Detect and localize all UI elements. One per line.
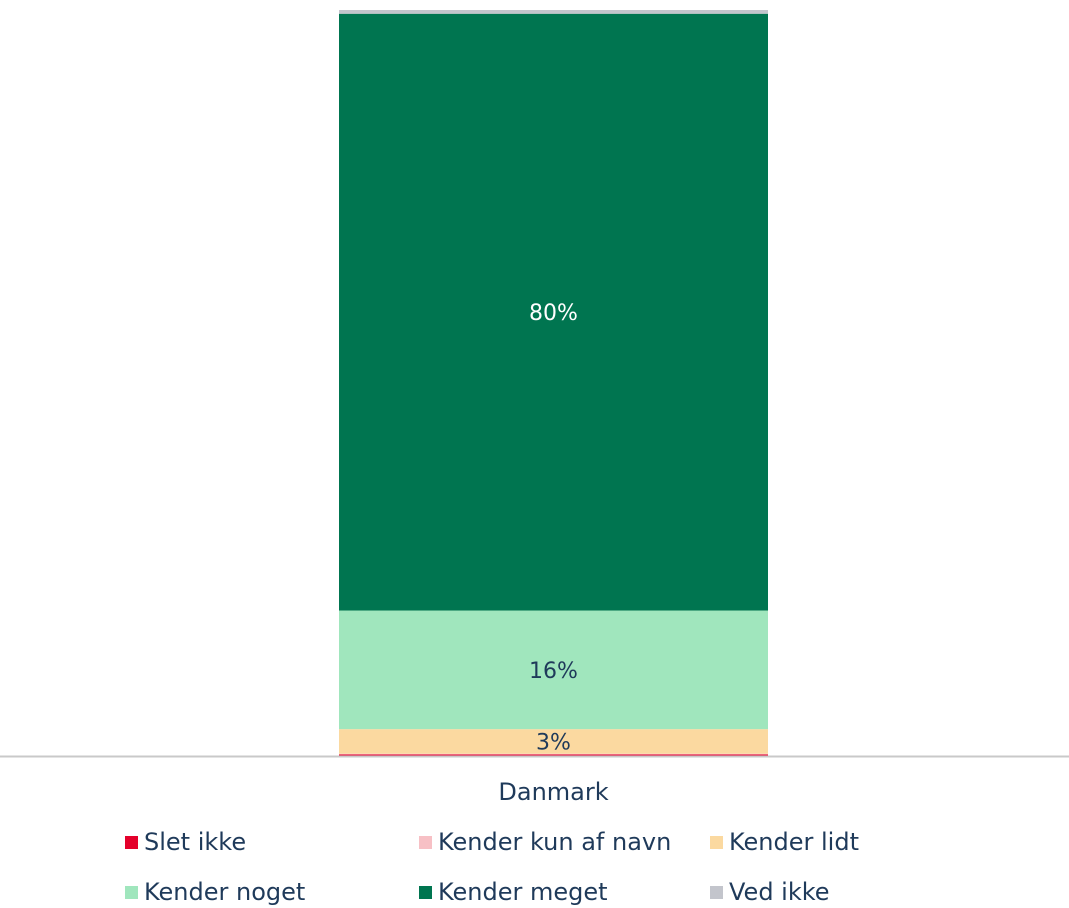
legend-swatch <box>710 835 723 849</box>
legend-item-kender-noget: Kender noget <box>125 878 305 906</box>
bar-stack <box>339 10 768 756</box>
data-labels: 3% 16% 80% <box>529 301 578 755</box>
legend-label: Kender kun af navn <box>438 828 672 856</box>
data-label: 16% <box>529 659 578 684</box>
legend-swatch <box>419 885 432 899</box>
bar-segment-slet-ikke <box>339 754 768 756</box>
bar-segment-kender-kun-af-navn <box>339 753 768 755</box>
legend-item-ved-ikke: Ved ikke <box>710 878 830 906</box>
data-label: 80% <box>529 301 578 326</box>
chart-svg: 3% 16% 80% Danmark <box>0 10 1069 806</box>
legend-swatch <box>419 835 432 849</box>
x-tick-label: Danmark <box>498 778 608 806</box>
legend-swatch <box>125 885 138 899</box>
bar-segment-ved-ikke <box>339 10 768 14</box>
legend-swatch <box>125 835 138 849</box>
legend-item-kender-kun-af-navn: Kender kun af navn <box>419 828 671 856</box>
legend-label: Kender lidt <box>729 828 859 856</box>
legend-item-kender-lidt: Kender lidt <box>710 828 859 856</box>
legend-swatch <box>710 885 723 899</box>
bar-segment-kender-lidt <box>339 729 768 754</box>
legend-label: Slet ikke <box>144 828 247 856</box>
legend-label: Ved ikke <box>729 878 830 906</box>
legend-label: Kender meget <box>438 878 608 906</box>
legend-item-kender-meget: Kender meget <box>419 878 608 906</box>
legend-label: Kender noget <box>144 878 306 906</box>
bar-segment-kender-meget <box>339 13 768 611</box>
legend-item-slet-ikke: Slet ikke <box>125 828 246 856</box>
bar-segment-kender-noget <box>339 610 768 730</box>
data-label: 3% <box>536 730 571 755</box>
